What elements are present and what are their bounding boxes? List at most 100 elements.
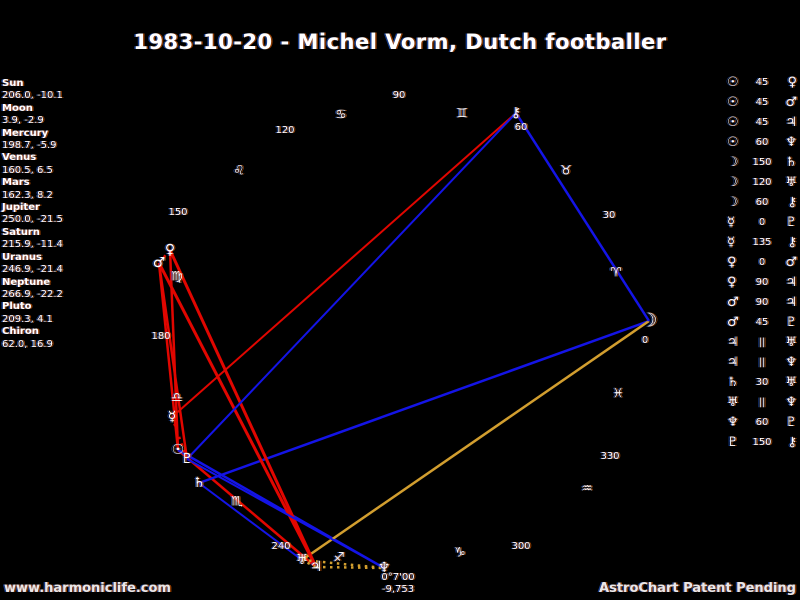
aspect-row-planet1-glyph: ♅ — [727, 394, 739, 410]
aspect-line-mercury-pluto — [170, 416, 189, 460]
aspect-row-planet2-glyph: ♆ — [785, 394, 797, 410]
aspect-row-angle: || — [758, 356, 766, 368]
aspect-row-angle: 60 — [755, 196, 769, 208]
aspect-line-sun-mars — [157, 262, 180, 451]
aspect-row-venus-jupiter: ♀ 90 ♃ — [727, 272, 797, 292]
aspect-line-mars-jupiter — [157, 262, 318, 568]
degree-label-180: 180 — [151, 331, 171, 342]
zodiac-glyph-taurus: ♉ — [560, 163, 572, 179]
planet-list-name-jupiter: Jupiter — [2, 202, 40, 214]
aspect-row-moon-chiron: ☽ 60 ⚷ — [727, 192, 797, 212]
degree-label-330: 330 — [600, 451, 620, 462]
planet-list-values-venus: 160.5, 6.5 — [2, 164, 53, 176]
aspect-row-mars-jupiter: ♂ 90 ♃ — [727, 292, 797, 312]
aspect-row-sun-venus: ☉ 45 ♀ — [727, 72, 797, 92]
aspect-row-sun-neptune: ☉ 60 ♆ — [727, 132, 797, 152]
aspect-row-planet1-glyph: ♀ — [727, 274, 737, 290]
aspect-row-angle: 30 — [755, 376, 769, 388]
aspect-row-planet1-glyph: ♂ — [727, 294, 739, 310]
zodiac-glyph-scorpio: ♏ — [231, 494, 243, 510]
aspect-row-planet1-glyph: ☿ — [727, 234, 735, 250]
planet-glyph-pluto: ♇ — [180, 451, 194, 467]
aspect-row-angle: 150 — [752, 436, 772, 448]
aspect-row-angle: 45 — [755, 96, 769, 108]
degree-label-90: 90 — [392, 90, 406, 101]
aspect-row-planet1-glyph: ♇ — [727, 434, 739, 450]
zodiac-glyph-cancer: ♋ — [335, 107, 347, 123]
planet-glyph-chiron: ⚷ — [510, 105, 522, 121]
aspect-row-mercury-chiron: ☿ 135 ⚷ — [727, 232, 797, 252]
zodiac-glyph-sagittarius: ♐ — [333, 550, 345, 566]
orb-annotation-line-1: 0°7'00 — [381, 572, 415, 583]
planet-glyph-saturn: ♄ — [192, 475, 206, 491]
aspect-row-angle: 45 — [755, 316, 769, 328]
degree-label-0: 0 — [641, 335, 649, 346]
planet-list-values-uranus: 246.9, -21.4 — [2, 264, 63, 276]
aspect-row-planet1-glyph: ☽ — [727, 174, 739, 190]
degree-label-240: 240 — [271, 541, 291, 552]
aspect-row-mars-pluto: ♂ 45 ♇ — [727, 312, 797, 332]
aspect-row-angle: 135 — [752, 236, 772, 248]
planet-list-name-neptune: Neptune — [2, 276, 51, 288]
planet-glyph-jupiter: ♃ — [309, 559, 323, 575]
aspect-row-uranus-neptune: ♅ || ♆ — [727, 392, 797, 412]
degree-label-150: 150 — [168, 207, 188, 218]
aspect-row-angle: 90 — [755, 296, 769, 308]
aspect-line-neptune-pluto — [186, 458, 385, 569]
aspect-line-saturn-uranus — [198, 482, 303, 561]
watermark-url: www.harmoniclife.com — [4, 581, 171, 596]
planet-glyph-mercury: ☿ — [167, 409, 177, 425]
zodiac-glyph-virgo: ♍ — [171, 269, 183, 285]
aspect-row-angle: 60 — [755, 136, 769, 148]
aspect-row-venus-mars: ♀ 0 ♂ — [727, 252, 797, 272]
orb-annotation-line-2: -9,753 — [381, 584, 415, 595]
aspect-row-angle: 60 — [755, 416, 769, 428]
planet-list-values-mercury: 198.7, -5.9 — [2, 140, 57, 152]
planet-glyph-moon: ☽ — [640, 309, 658, 332]
planet-list-name-mars: Mars — [2, 177, 30, 189]
planet-list-name-venus: Venus — [2, 152, 37, 164]
aspect-row-planet2-glyph: ♅ — [785, 174, 797, 190]
aspect-line-venus-jupiter — [168, 249, 318, 568]
aspect-row-angle: 0 — [758, 256, 766, 268]
aspect-row-planet1-glyph: ♃ — [727, 334, 739, 350]
aspect-row-angle: || — [758, 396, 766, 408]
planet-list-values-mars: 162.3, 8.2 — [2, 189, 53, 201]
planet-list-values-jupiter: 250.0, -21.5 — [2, 214, 63, 226]
planet-glyph-neptune: ♆ — [377, 560, 391, 576]
aspect-row-sun-mars: ☉ 45 ♂ — [727, 92, 797, 112]
aspect-row-planet2-glyph: ♃ — [785, 114, 797, 130]
aspect-row-planet2-glyph: ♆ — [785, 134, 797, 150]
orb-annotation: 0°7'00 -9,753 — [381, 572, 414, 596]
zodiac-glyph-aquarius: ♒ — [581, 481, 593, 497]
aspect-row-mercury-pluto: ☿ 0 ♇ — [727, 212, 797, 232]
zodiac-glyph-libra: ♎ — [171, 390, 183, 406]
aspect-row-planet1-glyph: ☉ — [727, 94, 739, 110]
zodiac-glyph-capricorn: ♑ — [454, 545, 466, 561]
aspect-row-planet1-glyph: ☽ — [727, 194, 739, 210]
aspect-row-planet2-glyph: ⚷ — [787, 234, 797, 250]
aspect-line-sun-jupiter — [177, 449, 317, 568]
planet-position-list: Sun 206.0, -10.1 Moon 3.9, -2.9 Mercury 198.7… — [2, 78, 132, 351]
aspect-row-planet1-glyph: ♀ — [727, 254, 737, 270]
aspect-row-planet1-glyph: ☉ — [727, 134, 739, 150]
aspect-row-moon-saturn: ☽ 150 ♄ — [727, 152, 797, 172]
aspect-line-sun-venus — [168, 249, 180, 451]
zodiac-glyph-aries: ♈ — [610, 265, 622, 281]
planet-list-name-mercury: Mercury — [2, 127, 49, 139]
aspect-row-planet1-glyph: ☽ — [727, 154, 739, 170]
planet-list-values-sun: 206.0, -10.1 — [2, 90, 63, 102]
aspect-row-planet1-glyph: ☉ — [727, 114, 739, 130]
aspect-line-pluto-chiron — [186, 112, 517, 460]
aspect-row-pluto-chiron: ♇ 150 ⚷ — [727, 432, 797, 452]
planet-list-name-uranus: Uranus — [2, 251, 42, 263]
planet-list-values-saturn: 215.9, -11.4 — [2, 239, 63, 251]
planet-list-values-neptune: 266.9, -22.2 — [2, 288, 63, 300]
aspect-row-planet2-glyph: ♇ — [785, 414, 797, 430]
aspect-row-saturn-uranus: ♄ 30 ♅ — [727, 372, 797, 392]
aspect-row-planet2-glyph: ♅ — [785, 334, 797, 350]
planet-list-values-moon: 3.9, -2.9 — [2, 115, 44, 127]
aspect-row-planet2-glyph: ♇ — [785, 314, 797, 330]
zodiac-glyph-leo: ♌ — [233, 163, 245, 179]
